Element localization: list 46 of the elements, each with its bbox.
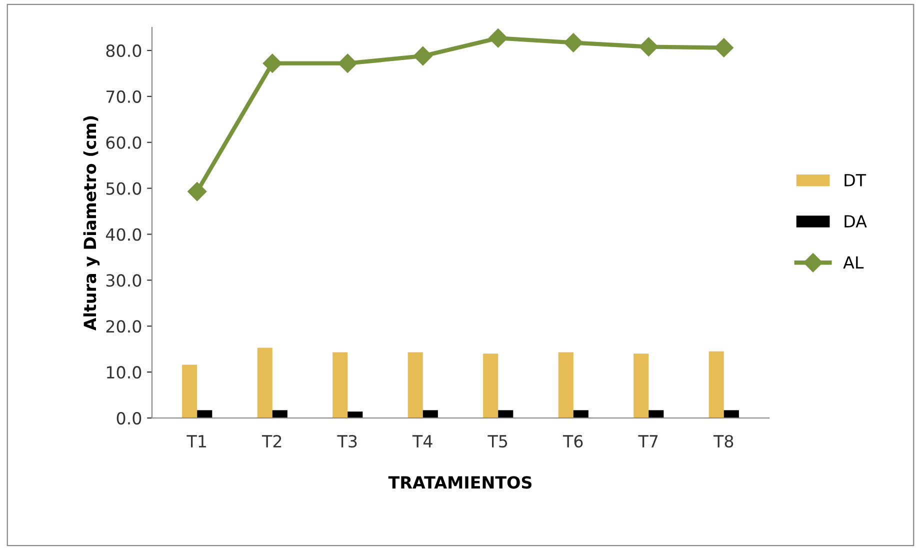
point bbox=[338, 54, 358, 73]
y-tick-label: 0.0 bbox=[116, 412, 142, 425]
legend-label: DT bbox=[844, 174, 866, 186]
bar bbox=[197, 410, 212, 418]
bar bbox=[648, 410, 664, 418]
bar bbox=[558, 352, 574, 418]
x-tick-label: T1 bbox=[186, 435, 206, 448]
x-tick-label: T5 bbox=[488, 435, 508, 448]
y-tick-label: 40.0 bbox=[106, 228, 142, 241]
legend-label: DA bbox=[844, 215, 867, 228]
bar bbox=[182, 364, 198, 418]
y-tick-label: 10.0 bbox=[106, 366, 142, 379]
y-tick-label: 50.0 bbox=[106, 182, 142, 195]
y-tick-label: 80.0 bbox=[106, 44, 142, 58]
bar bbox=[422, 410, 438, 418]
point bbox=[564, 33, 583, 52]
bar bbox=[257, 348, 272, 418]
bar bbox=[573, 410, 588, 418]
bar bbox=[724, 410, 739, 418]
x-axis-title: TRATAMIENTOS bbox=[388, 476, 532, 489]
y-axis-title: Altura y Diametro (cm) bbox=[83, 116, 100, 331]
bar bbox=[483, 354, 498, 418]
x-tick-label: T3 bbox=[337, 434, 357, 448]
point bbox=[488, 28, 508, 48]
y-tick-label: 30.0 bbox=[106, 274, 142, 287]
bar bbox=[634, 354, 649, 418]
x-tick-label: T7 bbox=[638, 435, 658, 448]
bar bbox=[332, 352, 348, 418]
bar bbox=[272, 410, 288, 418]
bar bbox=[348, 412, 363, 418]
x-tick-label: T8 bbox=[713, 434, 734, 448]
legend-label: AL bbox=[843, 256, 864, 268]
bar bbox=[498, 410, 514, 418]
x-tick-label: T6 bbox=[562, 434, 583, 448]
y-tick-label: 60.0 bbox=[106, 136, 142, 149]
point bbox=[262, 54, 282, 73]
point bbox=[639, 37, 658, 56]
point bbox=[714, 38, 734, 58]
x-tick-label: T2 bbox=[262, 434, 282, 448]
bar bbox=[408, 352, 423, 418]
bar bbox=[708, 351, 724, 418]
point bbox=[413, 46, 432, 66]
x-tick-label: T4 bbox=[412, 435, 432, 448]
point bbox=[188, 182, 207, 202]
y-tick-label: 20.0 bbox=[106, 320, 142, 333]
y-tick-label: 70.0 bbox=[106, 90, 142, 103]
